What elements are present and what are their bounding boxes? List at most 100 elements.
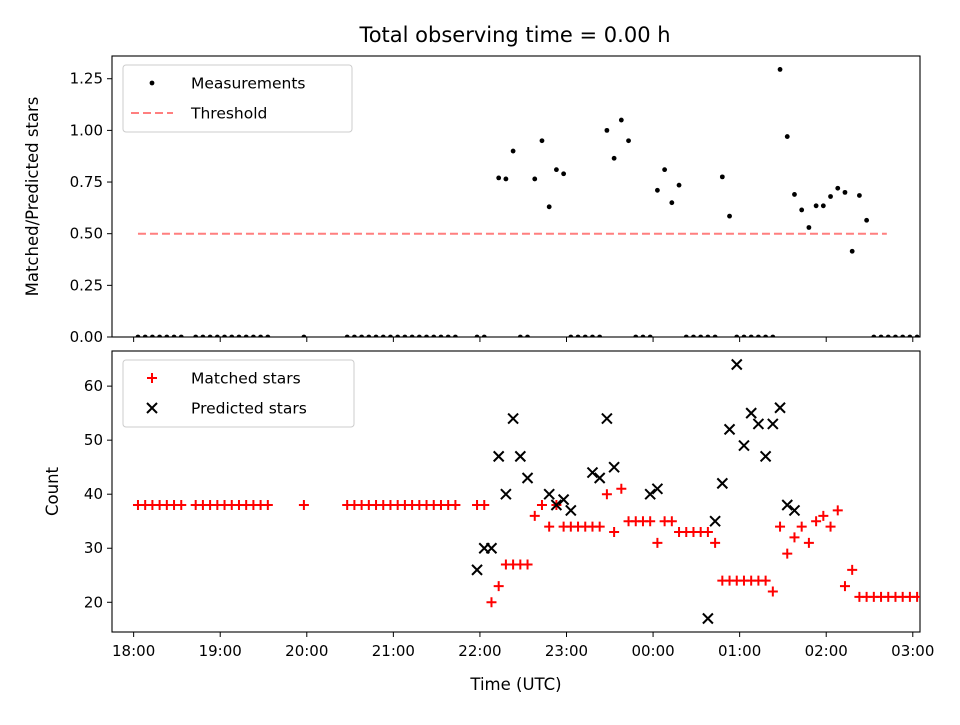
data-point <box>709 515 721 527</box>
data-point <box>222 334 227 337</box>
data-point <box>781 499 793 511</box>
legend-box <box>122 359 355 428</box>
data-point <box>522 559 533 570</box>
data-point <box>734 334 740 337</box>
data-point <box>835 185 841 191</box>
x-tick-label: 19:00 <box>199 642 242 660</box>
data-point <box>666 516 677 527</box>
data-point <box>644 488 656 500</box>
top-panel: 0.00 0.25 0.50 0.75 1.00 1.25 Matched/Predicte… <box>23 55 927 346</box>
data-point <box>503 176 509 182</box>
data-point <box>806 225 812 230</box>
data-point <box>529 510 540 521</box>
data-point <box>741 334 747 337</box>
data-point <box>669 200 675 206</box>
data-point <box>767 586 778 597</box>
legend-label: Threshold <box>190 105 267 123</box>
data-point <box>514 450 527 463</box>
data-point <box>893 334 898 337</box>
data-point <box>243 334 249 337</box>
data-point <box>655 187 660 193</box>
data-point <box>142 334 148 337</box>
data-point <box>445 334 451 337</box>
data-point <box>582 334 588 337</box>
legend-marker <box>147 373 157 383</box>
data-point <box>373 334 379 337</box>
data-point <box>774 402 786 414</box>
y-tick-label: 0.25 <box>70 276 103 294</box>
legend-label: Predicted stars <box>191 400 307 418</box>
data-point <box>752 418 765 430</box>
legend-label: Matched stars <box>191 370 301 388</box>
x-tick-label: 02:00 <box>805 642 848 660</box>
data-point <box>756 334 761 337</box>
data-point <box>388 334 393 337</box>
data-point <box>265 334 271 337</box>
data-point <box>157 334 163 337</box>
data-point <box>775 521 786 532</box>
data-point <box>618 117 624 123</box>
data-point <box>481 334 487 337</box>
data-point <box>777 67 783 72</box>
series-measurements <box>135 67 927 340</box>
data-point <box>820 203 826 209</box>
data-point <box>702 527 713 538</box>
data-point <box>438 334 444 337</box>
data-point <box>193 334 199 337</box>
data-point <box>359 334 365 337</box>
data-point <box>662 167 668 173</box>
data-point <box>767 418 779 430</box>
data-point <box>344 334 350 337</box>
data-point <box>424 334 429 337</box>
data-point <box>485 542 498 554</box>
data-point <box>698 334 704 337</box>
data-point <box>352 334 357 337</box>
data-point <box>471 564 483 576</box>
data-point <box>818 510 829 521</box>
data-point <box>710 537 721 548</box>
y-tick-label: 0.00 <box>70 328 103 346</box>
data-point <box>789 532 800 543</box>
data-point <box>395 334 401 337</box>
data-point <box>796 521 807 532</box>
bottom-panel: 20 30 40 50 60 18:00 19:00 20:00 21:00 22:00 23:00… <box>43 350 934 694</box>
data-point <box>683 334 689 337</box>
data-point <box>839 581 850 592</box>
data-point <box>251 334 256 337</box>
legend: Matched stars Predicted stars <box>122 359 355 428</box>
legend-box <box>122 64 353 133</box>
data-point <box>594 521 605 532</box>
x-tick-label: 21:00 <box>372 642 415 660</box>
data-point <box>803 537 814 548</box>
data-point <box>380 334 386 337</box>
data-point <box>745 407 757 419</box>
data-point <box>593 472 606 484</box>
data-point <box>492 450 505 463</box>
data-point <box>864 217 870 223</box>
data-point <box>507 412 519 425</box>
data-point <box>759 450 772 463</box>
data-point <box>847 564 858 575</box>
data-point <box>366 334 372 337</box>
data-point <box>645 516 656 527</box>
data-point <box>298 500 309 511</box>
data-point <box>525 334 530 337</box>
plot-area <box>132 358 920 625</box>
y-axis-label: Matched/Predicted stars <box>23 97 42 297</box>
data-point <box>517 334 523 337</box>
data-point <box>450 500 461 511</box>
data-point <box>164 334 170 337</box>
y-tick-label: 50 <box>84 431 103 449</box>
data-point <box>922 335 927 340</box>
data-point <box>651 483 664 495</box>
data-point <box>135 334 141 337</box>
data-point <box>609 527 620 538</box>
data-point <box>914 334 920 337</box>
data-point <box>832 505 843 516</box>
plot-area <box>135 67 927 340</box>
x-axis-label: Time (UTC) <box>469 675 561 694</box>
data-point <box>647 334 653 337</box>
data-point <box>712 334 718 337</box>
